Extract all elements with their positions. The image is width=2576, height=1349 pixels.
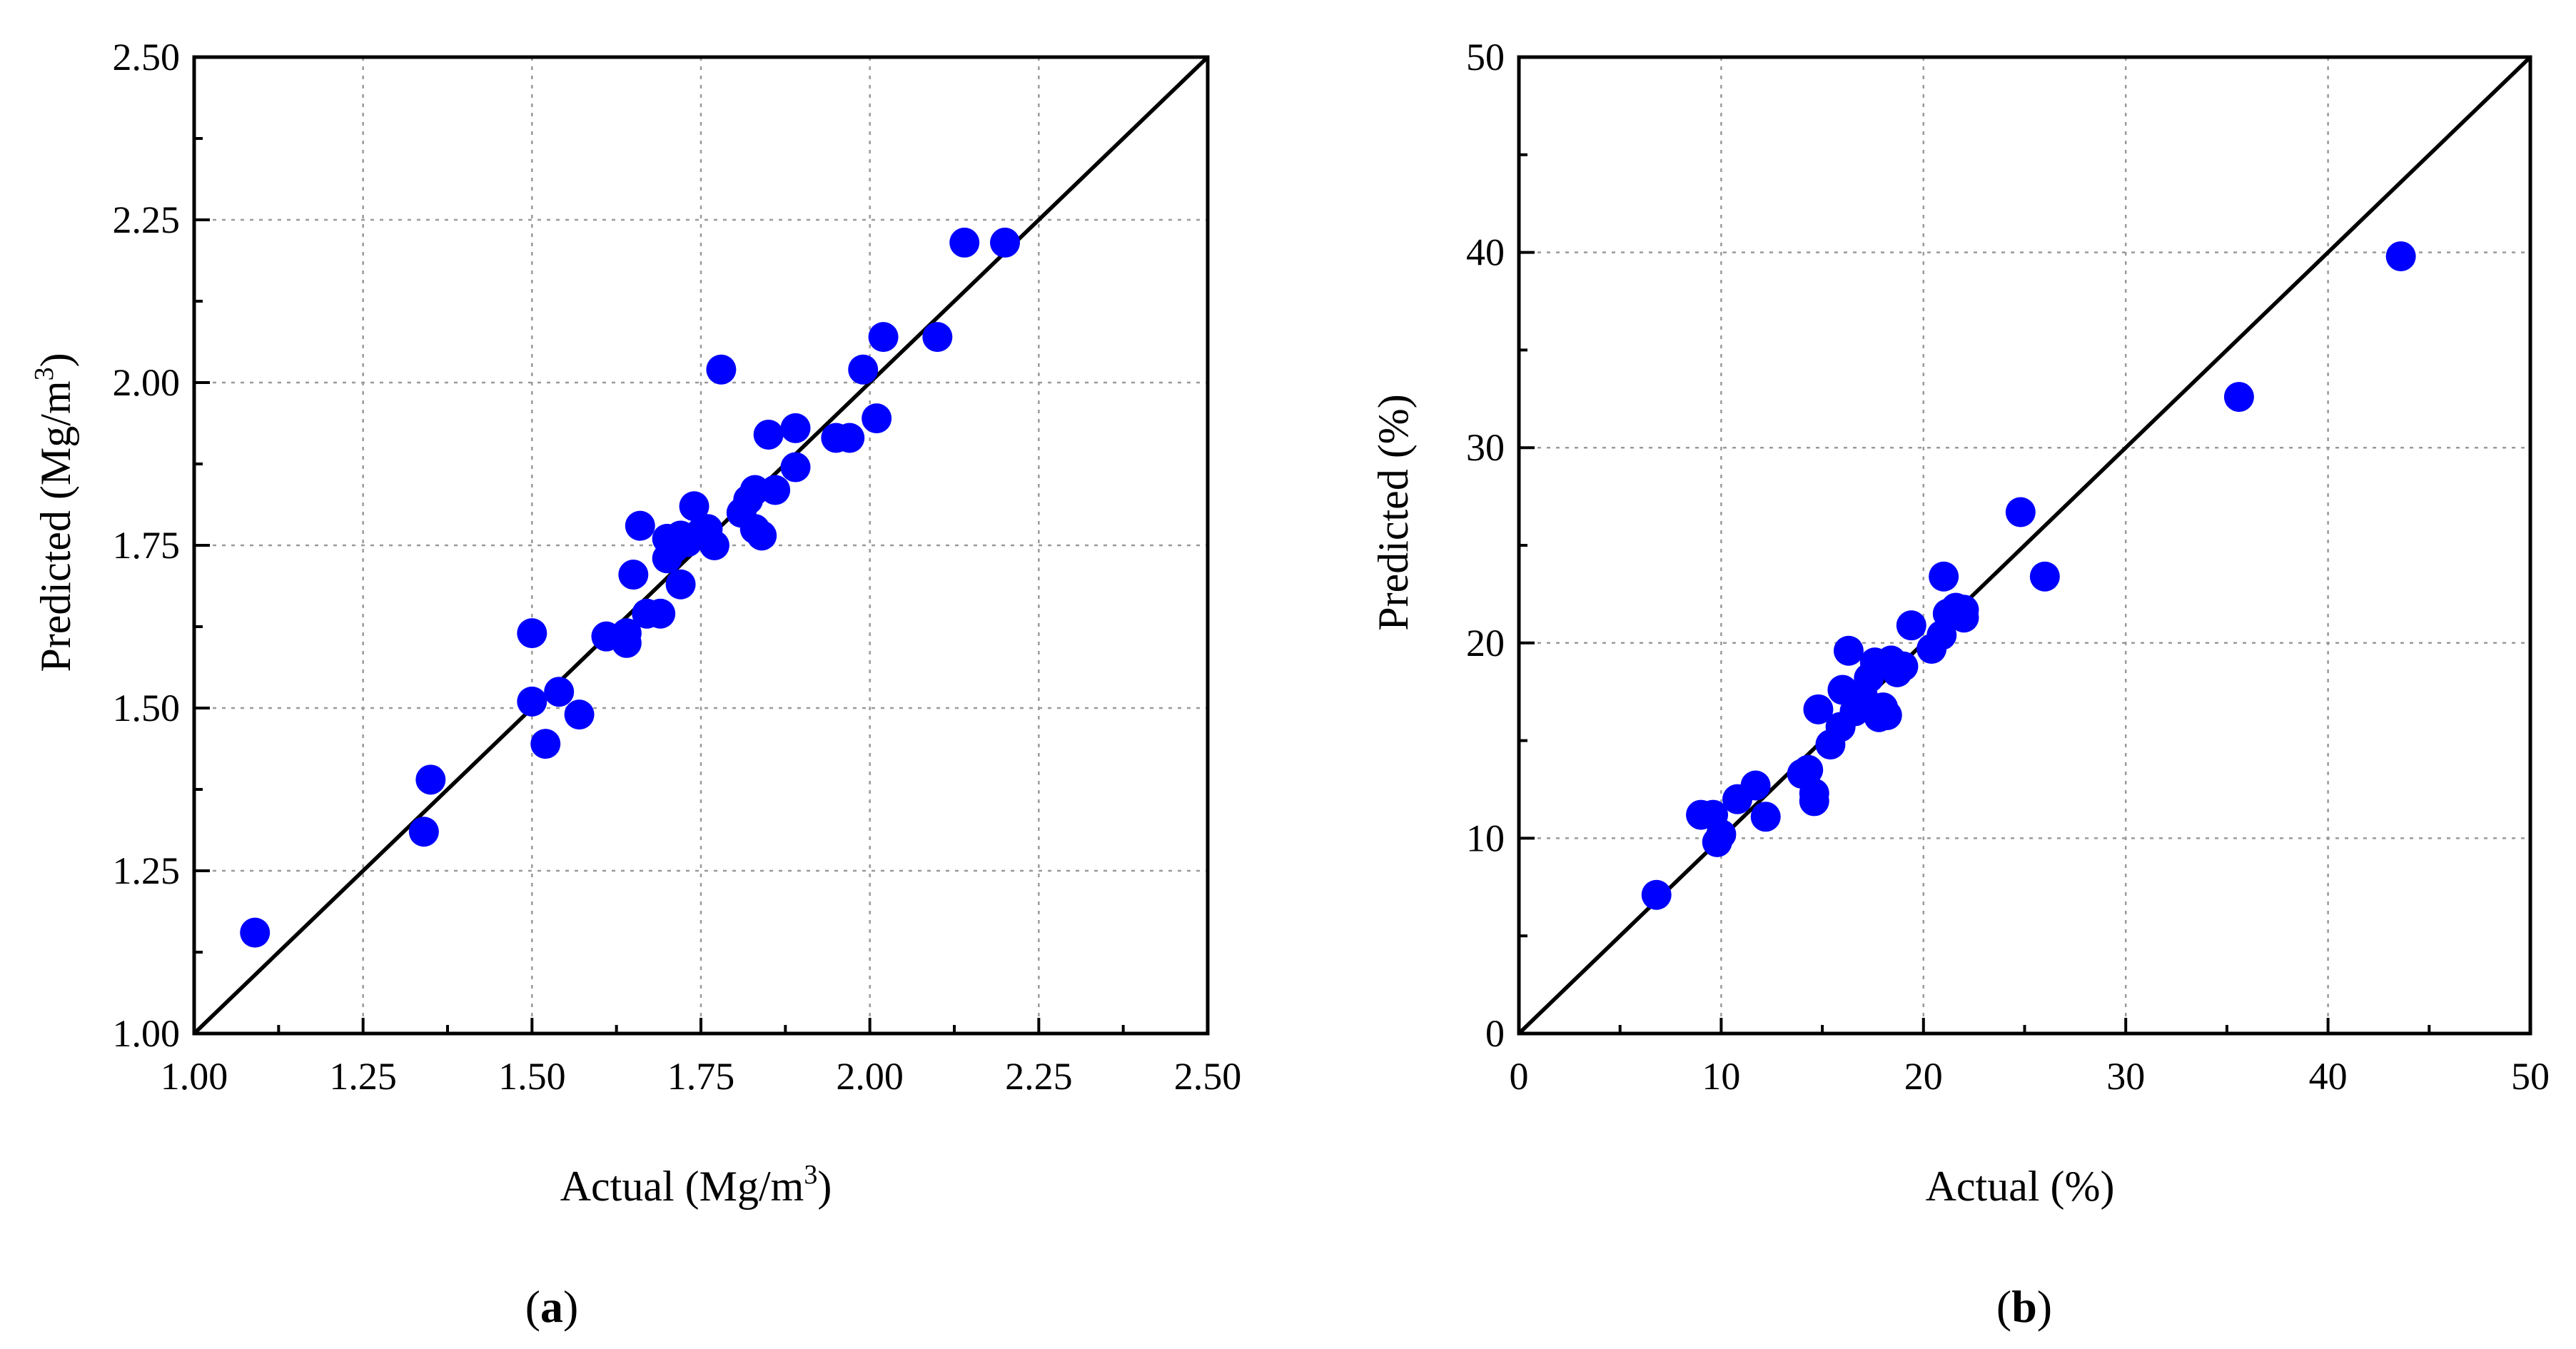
y-tick-label-a-7: 2.50 <box>113 36 181 79</box>
x-tick-label-a-7: 2.50 <box>1174 1055 1242 1098</box>
data-point-b-17 <box>1833 635 1864 666</box>
grid-b <box>1519 57 2530 1034</box>
y-tick-label-a-2: 1.25 <box>113 849 181 892</box>
x-tick-label-a-1: 1.00 <box>161 1055 228 1098</box>
data-point-b-13 <box>1803 694 1834 724</box>
ticks-a <box>193 56 1209 1035</box>
y-tick-label-a-6: 2.25 <box>113 198 181 241</box>
x-tick-label-a-6: 2.25 <box>1005 1055 1073 1098</box>
x-tick-labels-b: 0 10 20 30 40 50 <box>1510 1055 2550 1098</box>
panel-caption-a: (a) <box>525 1281 579 1332</box>
data-point-a-25 <box>699 530 729 560</box>
data-point-a-41 <box>922 322 953 353</box>
data-point-a-5 <box>517 686 547 717</box>
x-tick-label-b-4: 30 <box>2106 1055 2145 1098</box>
points-b <box>1641 241 2416 910</box>
x-tick-labels-a: 1.00 1.25 1.50 1.75 2.00 2.25 2.50 <box>161 1055 1242 1098</box>
data-point-a-6 <box>530 729 561 759</box>
y-tick-label-b-3: 20 <box>1466 622 1505 665</box>
y-tick-label-a-4: 1.75 <box>113 524 181 567</box>
data-point-a-38 <box>848 354 879 385</box>
data-point-a-31 <box>747 520 777 551</box>
data-point-a-43 <box>990 227 1020 258</box>
data-point-a-34 <box>780 413 811 443</box>
data-point-a-26 <box>706 354 737 385</box>
chart-panel-a: 1.00 1.25 1.50 1.75 2.00 2.25 2.50 1.00 1.25 1.5… <box>29 36 1241 1332</box>
data-point-b-7 <box>1740 770 1771 801</box>
data-point-a-19 <box>665 569 696 600</box>
data-point-a-13 <box>625 510 655 541</box>
y-tick-label-a-3: 1.50 <box>113 687 181 729</box>
data-point-b-1 <box>1641 879 1672 910</box>
data-point-a-42 <box>949 227 980 258</box>
data-point-a-4 <box>517 618 547 649</box>
x-tick-label-b-6: 50 <box>2511 1055 2550 1098</box>
data-point-a-2 <box>408 817 439 847</box>
reference-line-b <box>1517 56 2532 1035</box>
y-tick-label-b-5: 40 <box>1466 231 1505 274</box>
points-a <box>240 227 1020 948</box>
data-point-a-33 <box>760 475 791 505</box>
data-point-b-36 <box>2005 497 2036 527</box>
y-tick-labels-b: 0 10 20 30 40 50 <box>1466 36 1505 1055</box>
data-point-a-15 <box>645 598 676 629</box>
data-point-a-7 <box>544 677 575 707</box>
x-tick-label-a-2: 1.25 <box>329 1055 397 1098</box>
x-tick-label-a-4: 1.75 <box>667 1055 735 1098</box>
data-point-a-22 <box>679 491 709 522</box>
data-point-b-24 <box>1872 700 1902 731</box>
data-point-a-8 <box>564 699 595 730</box>
x-tick-label-b-5: 40 <box>2309 1055 2348 1098</box>
chart-panel-b: 0 10 20 30 40 50 0 10 20 30 40 50 Actual (%) Predi… <box>1370 36 2550 1332</box>
data-point-a-3 <box>415 764 446 795</box>
y-tick-label-a-1: 1.00 <box>113 1012 181 1055</box>
data-point-a-12 <box>618 560 649 590</box>
x-axis-label-b: Actual (%) <box>1926 1163 2115 1210</box>
y-tick-label-b-6: 50 <box>1466 36 1505 79</box>
data-point-b-8 <box>1750 802 1781 832</box>
y-axis-label-a: Predicted (Mg/m3) <box>29 353 79 672</box>
y-tick-label-b-2: 10 <box>1466 817 1505 859</box>
ticks-b <box>1517 56 2532 1035</box>
x-tick-label-b-3: 20 <box>1904 1055 1943 1098</box>
y-tick-label-b-4: 30 <box>1466 426 1505 469</box>
data-point-b-35 <box>1949 595 1979 625</box>
data-point-a-1 <box>240 917 271 948</box>
data-point-b-10 <box>1793 754 1824 785</box>
data-point-a-39 <box>862 403 892 434</box>
data-point-a-35 <box>780 452 811 482</box>
data-point-b-27 <box>1888 651 1919 682</box>
data-point-b-28 <box>1896 610 1926 641</box>
x-tick-label-b-1: 0 <box>1510 1055 1529 1098</box>
identity-line-b <box>1517 56 2532 1035</box>
x-tick-label-a-5: 2.00 <box>836 1055 904 1098</box>
data-point-b-37 <box>2029 561 2060 592</box>
data-point-b-12 <box>1799 786 1829 817</box>
data-point-a-37 <box>834 423 865 453</box>
data-point-b-5 <box>1706 819 1737 849</box>
panel-caption-b: (b) <box>1996 1281 2052 1332</box>
data-point-b-39 <box>2385 241 2416 272</box>
x-tick-label-a-3: 1.50 <box>498 1055 566 1098</box>
data-point-b-31 <box>1929 561 1959 592</box>
y-tick-label-a-5: 2.00 <box>113 361 181 404</box>
y-tick-label-b-1: 0 <box>1485 1012 1505 1055</box>
y-tick-labels-a: 1.00 1.25 1.50 1.75 2.00 2.25 2.50 <box>113 36 181 1055</box>
x-axis-label-a: Actual (Mg/m3) <box>560 1160 832 1210</box>
data-point-a-40 <box>868 322 899 353</box>
data-point-a-11 <box>611 618 642 649</box>
data-point-b-38 <box>2223 382 2254 413</box>
x-tick-label-b-2: 10 <box>1702 1055 1740 1098</box>
data-point-a-32 <box>753 419 784 450</box>
y-axis-label-b: Predicted (%) <box>1370 394 1417 631</box>
